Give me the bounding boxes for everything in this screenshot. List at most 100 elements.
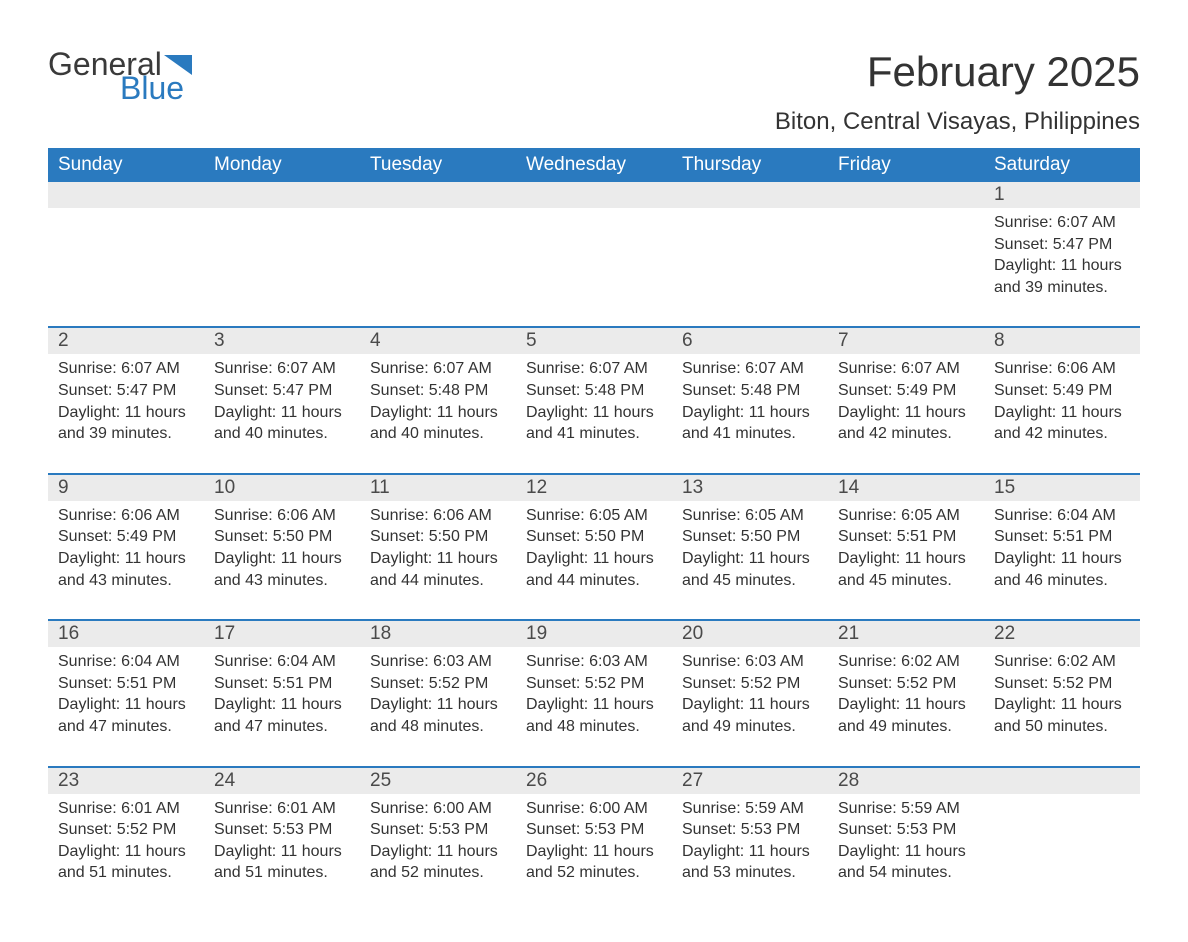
day-cell — [672, 208, 828, 308]
daylight-text: Daylight: 11 hours and 41 minutes. — [682, 402, 818, 445]
sunset-text: Sunset: 5:52 PM — [526, 673, 662, 695]
sunset-text: Sunset: 5:48 PM — [682, 380, 818, 402]
day-number — [360, 182, 516, 208]
day-cell: Sunrise: 6:02 AMSunset: 5:52 PMDaylight:… — [984, 647, 1140, 747]
day-number: 23 — [48, 768, 204, 794]
sunset-text: Sunset: 5:49 PM — [58, 526, 194, 548]
daylight-text: Daylight: 11 hours and 43 minutes. — [214, 548, 350, 591]
day-number: 16 — [48, 621, 204, 647]
week-row: 232425262728Sunrise: 6:01 AMSunset: 5:52… — [48, 766, 1140, 894]
day-number: 26 — [516, 768, 672, 794]
sunrise-text: Sunrise: 5:59 AM — [682, 798, 818, 820]
day-cell: Sunrise: 6:07 AMSunset: 5:47 PMDaylight:… — [48, 354, 204, 454]
daylight-text: Daylight: 11 hours and 51 minutes. — [214, 841, 350, 884]
day-number: 14 — [828, 475, 984, 501]
sunrise-text: Sunrise: 6:03 AM — [370, 651, 506, 673]
sunset-text: Sunset: 5:49 PM — [838, 380, 974, 402]
daylight-text: Daylight: 11 hours and 52 minutes. — [370, 841, 506, 884]
week-row: 1Sunrise: 6:07 AMSunset: 5:47 PMDaylight… — [48, 182, 1140, 308]
daynum-row: 9101112131415 — [48, 475, 1140, 501]
sunset-text: Sunset: 5:52 PM — [682, 673, 818, 695]
day-number: 6 — [672, 328, 828, 354]
sunrise-text: Sunrise: 6:02 AM — [994, 651, 1130, 673]
day-cell: Sunrise: 6:03 AMSunset: 5:52 PMDaylight:… — [672, 647, 828, 747]
day-number — [204, 182, 360, 208]
daylight-text: Daylight: 11 hours and 47 minutes. — [58, 694, 194, 737]
sunset-text: Sunset: 5:53 PM — [370, 819, 506, 841]
day-number: 8 — [984, 328, 1140, 354]
day-cell: Sunrise: 6:04 AMSunset: 5:51 PMDaylight:… — [204, 647, 360, 747]
sunrise-text: Sunrise: 6:01 AM — [214, 798, 350, 820]
day-cell: Sunrise: 6:05 AMSunset: 5:50 PMDaylight:… — [672, 501, 828, 601]
day-cell — [360, 208, 516, 308]
daynum-row: 2345678 — [48, 328, 1140, 354]
day-cell: Sunrise: 5:59 AMSunset: 5:53 PMDaylight:… — [828, 794, 984, 894]
daylight-text: Daylight: 11 hours and 53 minutes. — [682, 841, 818, 884]
day-number: 9 — [48, 475, 204, 501]
day-cell: Sunrise: 6:02 AMSunset: 5:52 PMDaylight:… — [828, 647, 984, 747]
week-row: 16171819202122Sunrise: 6:04 AMSunset: 5:… — [48, 619, 1140, 747]
sunrise-text: Sunrise: 6:03 AM — [682, 651, 818, 673]
sunrise-text: Sunrise: 6:06 AM — [370, 505, 506, 527]
sunset-text: Sunset: 5:50 PM — [214, 526, 350, 548]
sunrise-text: Sunrise: 6:05 AM — [838, 505, 974, 527]
daylight-text: Daylight: 11 hours and 40 minutes. — [214, 402, 350, 445]
sunrise-text: Sunrise: 6:07 AM — [994, 212, 1130, 234]
day-cell: Sunrise: 6:00 AMSunset: 5:53 PMDaylight:… — [516, 794, 672, 894]
sunrise-text: Sunrise: 6:04 AM — [58, 651, 194, 673]
daylight-text: Daylight: 11 hours and 45 minutes. — [838, 548, 974, 591]
sunrise-text: Sunrise: 6:03 AM — [526, 651, 662, 673]
sunrise-text: Sunrise: 6:06 AM — [214, 505, 350, 527]
day-number: 21 — [828, 621, 984, 647]
day-number: 19 — [516, 621, 672, 647]
sunrise-text: Sunrise: 6:06 AM — [58, 505, 194, 527]
day-cell: Sunrise: 6:07 AMSunset: 5:48 PMDaylight:… — [516, 354, 672, 454]
day-cell: Sunrise: 6:07 AMSunset: 5:47 PMDaylight:… — [984, 208, 1140, 308]
day-cell: Sunrise: 6:05 AMSunset: 5:50 PMDaylight:… — [516, 501, 672, 601]
sunrise-text: Sunrise: 6:07 AM — [370, 358, 506, 380]
sunset-text: Sunset: 5:52 PM — [994, 673, 1130, 695]
day-cell: Sunrise: 6:06 AMSunset: 5:49 PMDaylight:… — [48, 501, 204, 601]
day-cell: Sunrise: 6:00 AMSunset: 5:53 PMDaylight:… — [360, 794, 516, 894]
day-cell: Sunrise: 6:03 AMSunset: 5:52 PMDaylight:… — [516, 647, 672, 747]
day-cell: Sunrise: 6:01 AMSunset: 5:52 PMDaylight:… — [48, 794, 204, 894]
day-number: 12 — [516, 475, 672, 501]
day-number: 22 — [984, 621, 1140, 647]
sunrise-text: Sunrise: 6:07 AM — [838, 358, 974, 380]
sunrise-text: Sunrise: 6:05 AM — [682, 505, 818, 527]
sunset-text: Sunset: 5:52 PM — [58, 819, 194, 841]
day-number: 20 — [672, 621, 828, 647]
day-cell: Sunrise: 6:03 AMSunset: 5:52 PMDaylight:… — [360, 647, 516, 747]
sunset-text: Sunset: 5:48 PM — [370, 380, 506, 402]
sunset-text: Sunset: 5:48 PM — [526, 380, 662, 402]
sunset-text: Sunset: 5:47 PM — [214, 380, 350, 402]
day-cell — [48, 208, 204, 308]
sunrise-text: Sunrise: 6:07 AM — [214, 358, 350, 380]
daylight-text: Daylight: 11 hours and 39 minutes. — [994, 255, 1130, 298]
daynum-row: 16171819202122 — [48, 621, 1140, 647]
weekday-label: Wednesday — [516, 148, 672, 182]
daylight-text: Daylight: 11 hours and 49 minutes. — [682, 694, 818, 737]
day-number — [672, 182, 828, 208]
location: Biton, Central Visayas, Philippines — [775, 108, 1140, 136]
daylight-text: Daylight: 11 hours and 39 minutes. — [58, 402, 194, 445]
daylight-text: Daylight: 11 hours and 42 minutes. — [838, 402, 974, 445]
sunrise-text: Sunrise: 6:07 AM — [526, 358, 662, 380]
day-cell: Sunrise: 6:04 AMSunset: 5:51 PMDaylight:… — [48, 647, 204, 747]
day-number: 5 — [516, 328, 672, 354]
day-number: 24 — [204, 768, 360, 794]
day-cell: Sunrise: 6:07 AMSunset: 5:47 PMDaylight:… — [204, 354, 360, 454]
day-number: 7 — [828, 328, 984, 354]
day-cell: Sunrise: 6:07 AMSunset: 5:48 PMDaylight:… — [360, 354, 516, 454]
sunrise-text: Sunrise: 6:00 AM — [526, 798, 662, 820]
daylight-text: Daylight: 11 hours and 54 minutes. — [838, 841, 974, 884]
sunrise-text: Sunrise: 6:06 AM — [994, 358, 1130, 380]
weekday-label: Thursday — [672, 148, 828, 182]
weekday-label: Tuesday — [360, 148, 516, 182]
daylight-text: Daylight: 11 hours and 48 minutes. — [526, 694, 662, 737]
daylight-text: Daylight: 11 hours and 49 minutes. — [838, 694, 974, 737]
sunset-text: Sunset: 5:51 PM — [994, 526, 1130, 548]
title-block: February 2025 Biton, Central Visayas, Ph… — [775, 48, 1140, 136]
sunset-text: Sunset: 5:50 PM — [682, 526, 818, 548]
sunset-text: Sunset: 5:53 PM — [214, 819, 350, 841]
